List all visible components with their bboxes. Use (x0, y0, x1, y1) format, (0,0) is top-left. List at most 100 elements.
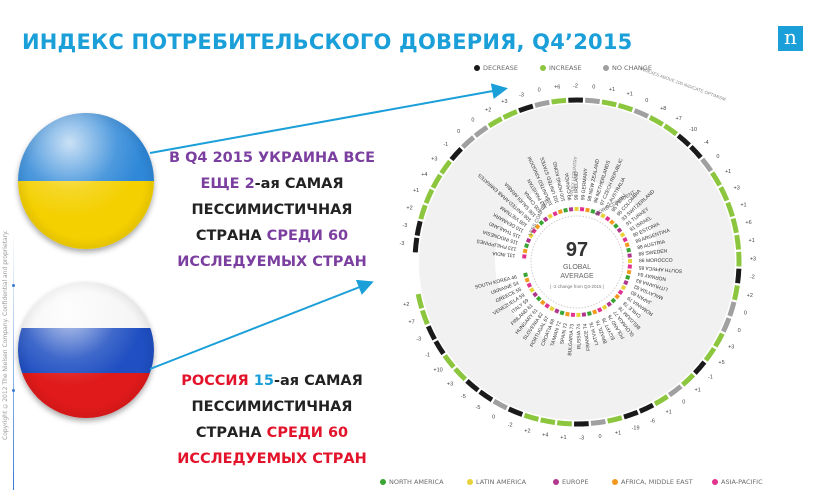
russia-line-1-hl: РОССИЯ (181, 373, 254, 389)
change-indicator (442, 354, 456, 369)
change-indicator (473, 125, 489, 138)
change-indicator (439, 159, 453, 175)
country-row-label: 131 INDIA (491, 250, 515, 258)
region-marker (532, 291, 538, 298)
change-indicator (465, 379, 480, 393)
russia-statement: РОССИЯ 15-ая САМАЯ ПЕССИМИСТИЧНАЯ СТРАНА… (156, 368, 388, 472)
change-value: -3 (519, 92, 524, 98)
region-marker (604, 215, 611, 222)
change-value: +2 (524, 428, 530, 434)
legend-north-america: NORTH AMERICA (380, 478, 444, 486)
index-country-label: INDEX | COUNTRY (569, 156, 578, 196)
change-indicator (633, 108, 649, 119)
region-marker (538, 219, 545, 226)
country-row-label: 99 GERMANY (580, 167, 589, 200)
africa-me-dot-icon (612, 479, 618, 485)
region-marker (557, 209, 563, 215)
decorative-dot (12, 284, 15, 287)
change-value: +2 (747, 293, 753, 299)
change-value: +4 (542, 433, 548, 439)
change-indicator (414, 220, 423, 237)
change-indicator (540, 417, 556, 425)
ukraine-line-5: ИССЛЕДУЕМЫХ СТРАН (177, 254, 367, 270)
change-indicator (433, 340, 446, 356)
region-marker (592, 309, 598, 315)
change-indicator (693, 360, 707, 375)
legend-no-change: NO CHANGE (603, 64, 652, 72)
change-value: +1 (740, 202, 746, 208)
region-marker (554, 308, 560, 314)
change-indicator (703, 346, 717, 362)
region-marker (624, 242, 630, 248)
change-indicator (415, 293, 425, 309)
optimism-note: INDEXES ABOVE 100 INDICATE OPTIMISM (640, 66, 727, 102)
region-marker (616, 227, 623, 234)
change-value: +1 (695, 388, 701, 394)
ukraine-line-3: ПЕССИМИСТИЧНАЯ (191, 202, 353, 218)
russia-line-1-post: -ая САМАЯ (273, 373, 363, 389)
chart-band (419, 104, 735, 420)
center-dotted-ring (530, 215, 624, 309)
change-value: 0 (538, 88, 541, 94)
change-indicator (648, 115, 664, 127)
region-marker (623, 279, 629, 286)
legend-latin-america: LATIN AMERICA (467, 478, 526, 486)
change-value: -1 (708, 374, 713, 380)
region-marker (576, 312, 581, 318)
region-marker (627, 259, 633, 264)
region-marker (525, 237, 532, 244)
change-indicator (590, 419, 606, 426)
global-label: GLOBAL (563, 264, 591, 271)
legend-no-change-label: NO CHANGE (612, 64, 652, 72)
region-marker (542, 216, 549, 223)
ukraine-line-2-pre: ЕЩЕ (200, 176, 245, 192)
change-value: -2 (573, 83, 578, 89)
change-indicator (518, 103, 534, 114)
country-row-label: FRANCE 74 (582, 323, 592, 351)
ukraine-line-1: В Q4 2015 УКРАИНА ВСЕ (169, 150, 375, 166)
ukraine-line-2: ЕЩЕ 2-ая САМАЯ (156, 171, 388, 197)
region-marker (619, 232, 626, 238)
change-value: -1 (425, 352, 430, 358)
change-value: -2 (508, 422, 513, 428)
region-marker (622, 237, 628, 243)
russia-line-1: РОССИЯ 15-ая САМАЯ (156, 368, 388, 394)
change-indicator (607, 415, 623, 424)
change-indicator (623, 409, 639, 420)
region-marker (627, 253, 632, 258)
global-average-value: 97 (566, 239, 588, 261)
change-value: +8 (660, 106, 666, 112)
country-row-label: 86 MOROCCO (639, 258, 673, 265)
country-row-label: 99 CANADA (564, 172, 573, 201)
chart-ring (419, 104, 735, 420)
russia-line-3: СТРАНА СРЕДИ 60 (156, 420, 388, 446)
change-value: -3 (416, 336, 421, 342)
change-indicator (727, 301, 737, 317)
change-indicator (601, 99, 617, 108)
change-value: +1 (749, 238, 755, 244)
change-indicator (418, 204, 428, 220)
region-marker (625, 274, 631, 280)
change-indicator (713, 332, 725, 348)
change-indicator (681, 373, 696, 387)
region-marker (600, 213, 606, 219)
change-indicator (461, 135, 476, 149)
change-indicator (676, 133, 691, 147)
change-indicator (653, 394, 669, 407)
region-marker (539, 299, 546, 306)
ukraine-line-4-pre: СТРАНА (195, 228, 267, 244)
change-value: -2 (750, 275, 755, 281)
change-indicator (718, 186, 730, 202)
region-marker (626, 269, 632, 275)
region-marker (590, 208, 596, 214)
region-marker (552, 211, 558, 217)
change-value: +5 (718, 360, 724, 366)
region-marker (626, 247, 632, 253)
legend-africa-me-label: AFRICA, MIDDLE EAST (621, 478, 693, 486)
region-marker (595, 210, 601, 216)
change-indicator (492, 398, 508, 411)
region-marker (531, 228, 537, 234)
change-value: +2 (403, 302, 409, 308)
region-marker (549, 305, 555, 312)
change-value: -3 (579, 435, 584, 441)
